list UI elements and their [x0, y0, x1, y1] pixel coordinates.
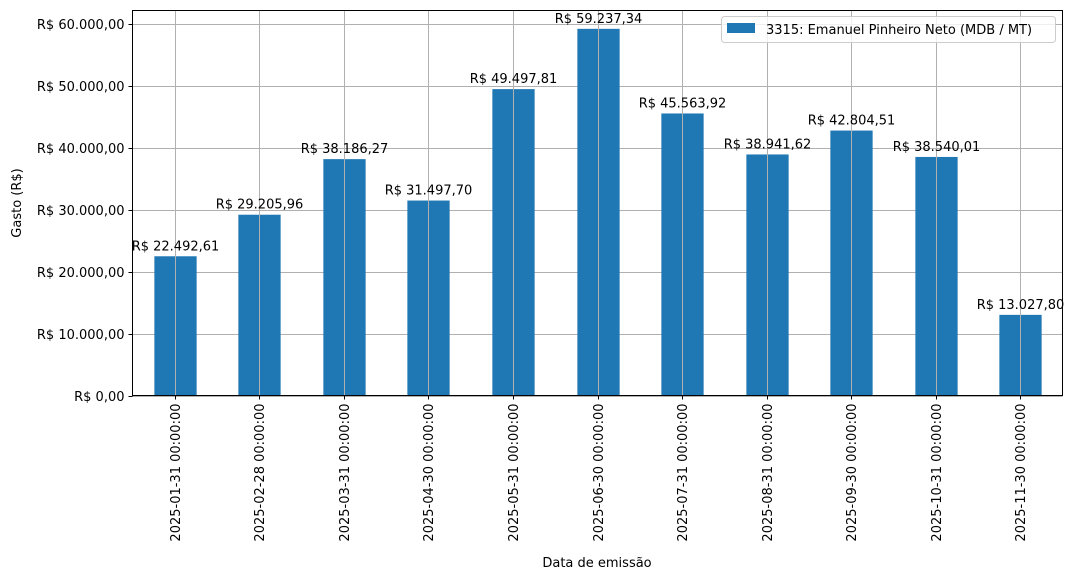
y-tick-label: R$ 40.000,00 [37, 142, 125, 157]
x-tick-label: 2025-05-31 00:00:00 [507, 404, 522, 542]
y-tick-label: R$ 0,00 [74, 390, 124, 405]
x-tick-label: 2025-10-31 00:00:00 [930, 404, 945, 542]
bar-value-label: R$ 49.497,81 [470, 72, 558, 87]
bar-value-label: R$ 29.205,96 [216, 198, 304, 213]
legend-label: 3315: Emanuel Pinheiro Neto (MDB / MT) [766, 23, 1032, 38]
x-tick-label: 2025-06-30 00:00:00 [592, 404, 607, 542]
x-tick-label: 2025-02-28 00:00:00 [253, 404, 268, 542]
x-tick-label: 2025-04-30 00:00:00 [422, 404, 437, 542]
legend-swatch [727, 23, 755, 33]
x-tick-label: 2025-03-31 00:00:00 [338, 404, 353, 542]
y-axis-ticks: R$ 0,00 R$ 10.000,00 R$ 20.000,00 R$ 30.000… [37, 18, 133, 405]
y-tick-label: R$ 10.000,00 [37, 328, 125, 343]
x-axis-ticks: 2025-01-31 00:00:00 2025-02-28 00:00:00 20… [169, 395, 1029, 542]
bar-value-label: R$ 13.027,80 [977, 298, 1065, 313]
y-tick-label: R$ 50.000,00 [37, 80, 125, 95]
legend: 3315: Emanuel Pinheiro Neto (MDB / MT) [721, 16, 1056, 43]
y-tick-label: R$ 30.000,00 [37, 204, 125, 219]
bar-value-label: R$ 38.941,62 [724, 137, 812, 152]
y-tick-label: R$ 60.000,00 [37, 18, 125, 33]
data-labels: R$ 22.492,61 R$ 29.205,96 R$ 38.186,27 R$ 3… [132, 12, 1065, 313]
x-tick-label: 2025-07-31 00:00:00 [676, 404, 691, 542]
y-tick-label: R$ 20.000,00 [37, 266, 125, 281]
bar-value-label: R$ 45.563,92 [639, 96, 727, 111]
bar-value-label: R$ 22.492,61 [132, 239, 220, 254]
x-tick-label: 2025-01-31 00:00:00 [169, 404, 184, 542]
x-tick-label: 2025-09-30 00:00:00 [845, 404, 860, 542]
x-axis-label: Data de emissão [542, 556, 651, 571]
vertical-grid [175, 10, 1021, 396]
y-axis-label: Gasto (R$) [10, 168, 25, 237]
bar-value-label: R$ 59.237,34 [555, 12, 643, 27]
legend-box [721, 16, 1056, 43]
axes-frame [132, 10, 1063, 396]
x-tick-label: 2025-08-31 00:00:00 [761, 404, 776, 542]
bar-value-label: R$ 38.540,01 [893, 140, 981, 155]
bar-value-label: R$ 42.804,51 [808, 114, 896, 129]
bar-value-label: R$ 38.186,27 [301, 142, 389, 157]
x-tick-label: 2025-11-30 00:00:00 [1014, 404, 1029, 542]
bar-value-label: R$ 31.497,70 [385, 184, 473, 199]
